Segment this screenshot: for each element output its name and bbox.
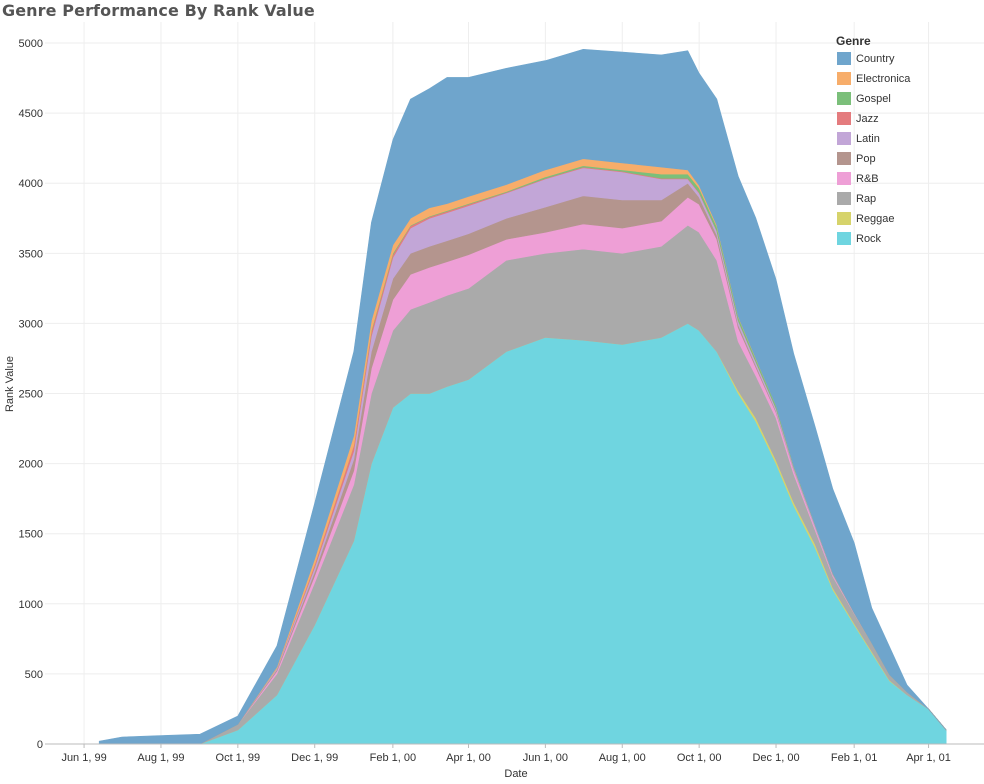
area-series-country	[98, 49, 947, 745]
legend-swatch-rock	[837, 232, 851, 245]
legend-label-electronica: Electronica	[856, 73, 911, 85]
area-layer	[98, 49, 947, 745]
chart-title: Genre Performance By Rank Value	[2, 1, 315, 20]
legend-swatch-reggae	[837, 212, 851, 225]
x-tick-label: Feb 1, 00	[370, 752, 416, 764]
y-tick-label: 500	[25, 669, 43, 681]
legend-swatch-gospel	[837, 92, 851, 105]
x-tick-label: Apr 1, 01	[906, 752, 951, 764]
x-tick-label: Apr 1, 00	[446, 752, 491, 764]
y-tick-label: 2000	[19, 459, 43, 471]
y-tick-label: 1500	[19, 529, 43, 541]
x-axis-title: Date	[504, 768, 527, 780]
legend-swatch-latin	[837, 132, 851, 145]
legend-label-rock: Rock	[856, 233, 882, 245]
y-axis-title: Rank Value	[4, 356, 16, 412]
legend-swatch-pop	[837, 152, 851, 165]
y-tick-label: 5000	[19, 38, 43, 50]
x-tick-label: Jun 1, 00	[523, 752, 568, 764]
y-tick-label: 1000	[19, 599, 43, 611]
legend-label-country: Country	[856, 53, 895, 65]
legend-swatch-jazz	[837, 112, 851, 125]
y-tick-label: 3000	[19, 318, 43, 330]
y-tick-label: 4500	[19, 108, 43, 120]
legend-label-r-b: R&B	[856, 173, 879, 185]
x-tick-label: Jun 1, 99	[61, 752, 106, 764]
x-tick-label: Aug 1, 00	[599, 752, 646, 764]
legend-title: Genre	[836, 34, 871, 48]
x-tick-label: Dec 1, 00	[752, 752, 799, 764]
x-tick-label: Aug 1, 99	[137, 752, 184, 764]
legend-swatch-r-b	[837, 172, 851, 185]
legend-label-reggae: Reggae	[856, 213, 895, 225]
y-tick-label: 3500	[19, 248, 43, 260]
legend-label-latin: Latin	[856, 133, 880, 145]
legend-label-jazz: Jazz	[856, 113, 879, 125]
legend-label-gospel: Gospel	[856, 93, 891, 105]
x-tick-label: Dec 1, 99	[291, 752, 338, 764]
legend: Genre Country Electronica Gospel Jazz Latin P…	[836, 34, 911, 245]
y-tick-label: 0	[37, 739, 43, 751]
legend-swatch-country	[837, 52, 851, 65]
legend-swatch-electronica	[837, 72, 851, 85]
x-tick-label: Oct 1, 00	[677, 752, 722, 764]
x-tick-labels: Jun 1, 99 Aug 1, 99 Oct 1, 99 Dec 1, 99 Feb …	[61, 744, 951, 764]
x-tick-label: Oct 1, 99	[216, 752, 261, 764]
legend-label-rap: Rap	[856, 193, 876, 205]
legend-label-pop: Pop	[856, 153, 876, 165]
legend-swatch-rap	[837, 192, 851, 205]
x-tick-label: Feb 1, 01	[831, 752, 877, 764]
y-tick-label: 2500	[19, 389, 43, 401]
y-tick-label: 4000	[19, 178, 43, 190]
y-tick-labels: 0 500 1000 1500 2000 2500 3000 3500 4000 4500 5000	[19, 38, 43, 751]
